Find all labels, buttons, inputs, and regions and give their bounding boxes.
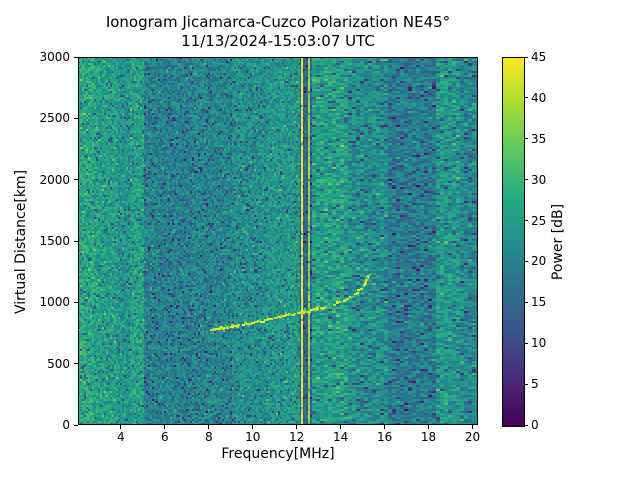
- x-tick-mark: [296, 425, 298, 429]
- colorbar-tick-mark: [524, 260, 528, 262]
- y-tick-mark: [74, 424, 78, 426]
- chart-subtitle: 11/13/2024-15:03:07 UTC: [181, 32, 375, 50]
- y-tick-mark: [74, 240, 78, 242]
- x-tick-label: 8: [204, 430, 213, 444]
- y-tick-mark: [74, 179, 78, 181]
- x-tick-label: 6: [160, 430, 169, 444]
- colorbar: [502, 57, 525, 427]
- x-axis-label: Frequency[MHz]: [221, 446, 335, 462]
- x-tick-label: 12: [289, 430, 305, 444]
- colorbar-tick-label: 0: [531, 418, 539, 432]
- y-tick-label: 1000: [39, 295, 70, 310]
- colorbar-tick-label: 30: [531, 172, 547, 187]
- ionogram-heatmap: [78, 57, 478, 425]
- y-tick-label: 2000: [39, 172, 70, 187]
- colorbar-tick-label: 25: [531, 213, 547, 228]
- x-tick-mark: [252, 425, 254, 429]
- plot-border: [78, 57, 478, 425]
- x-tick-mark: [164, 425, 166, 429]
- chart-title: Ionogram Jicamarca-Cuzco Polarization NE…: [105, 13, 451, 31]
- y-tick-mark: [74, 56, 78, 58]
- colorbar-tick-label: 20: [531, 254, 547, 269]
- colorbar-tick-label: 10: [531, 336, 547, 351]
- y-tick-label: 500: [47, 356, 70, 371]
- x-tick-mark: [208, 425, 210, 429]
- y-axis-label: Virtual Distance[km]: [13, 169, 29, 315]
- x-tick-mark: [384, 425, 386, 429]
- y-tick-label: 3000: [39, 50, 70, 64]
- x-tick-mark: [428, 425, 430, 429]
- colorbar-tick-label: 40: [531, 90, 547, 105]
- y-tick-mark: [74, 117, 78, 119]
- x-tick-label: 10: [245, 430, 261, 444]
- colorbar-tick-label: 45: [531, 50, 547, 64]
- colorbar-tick-mark: [524, 97, 528, 99]
- y-tick-mark: [74, 363, 78, 365]
- y-tick-mark: [74, 301, 78, 303]
- colorbar-tick-mark: [524, 424, 528, 426]
- colorbar-tick-mark: [524, 342, 528, 344]
- y-tick-label: 2500: [39, 111, 70, 126]
- colorbar-tick-mark: [524, 301, 528, 303]
- x-tick-label: 14: [332, 430, 349, 444]
- x-tick-label: 16: [376, 430, 393, 444]
- colorbar-tick-mark: [524, 56, 528, 58]
- x-tick-mark: [472, 425, 473, 429]
- x-tick-mark: [120, 425, 122, 429]
- y-tick-label: 1500: [39, 234, 70, 248]
- colorbar-tick-mark: [524, 138, 528, 140]
- colorbar-tick-mark: [524, 179, 528, 181]
- x-tick-label: 18: [420, 430, 437, 444]
- colorbar-tick-label: 35: [531, 131, 547, 146]
- colorbar-tick-mark: [524, 383, 528, 385]
- x-tick-label: 4: [117, 430, 125, 444]
- y-tick-label: 0: [62, 418, 70, 432]
- x-tick-label: 20: [464, 430, 481, 444]
- colorbar-tick-mark: [524, 220, 528, 222]
- colorbar-tick-label: 15: [531, 295, 547, 310]
- colorbar-tick-label: 5: [531, 377, 539, 392]
- x-tick-mark: [340, 425, 342, 429]
